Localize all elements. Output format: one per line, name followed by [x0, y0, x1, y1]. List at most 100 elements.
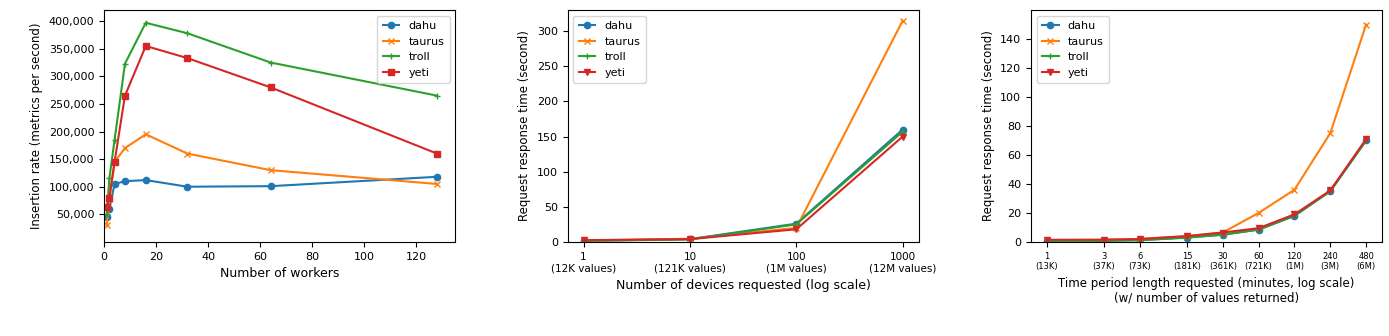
- troll: [895, 130, 911, 134]
- taurus: [138, 132, 154, 136]
- taurus: [895, 18, 911, 23]
- Legend: dahu, taurus, troll, yeti: dahu, taurus, troll, yeti: [378, 16, 450, 83]
- troll: [1096, 239, 1113, 243]
- taurus: [117, 146, 133, 150]
- yeti: [1358, 137, 1375, 141]
- Line: dahu: dahu: [581, 126, 906, 244]
- troll: [788, 222, 804, 226]
- Line: troll: troll: [104, 19, 440, 217]
- taurus: [1131, 237, 1147, 241]
- troll: [1179, 236, 1196, 240]
- troll: [682, 238, 699, 242]
- Legend: dahu, taurus, troll, yeti: dahu, taurus, troll, yeti: [1036, 16, 1108, 83]
- taurus: [101, 197, 118, 201]
- yeti: [99, 205, 115, 209]
- troll: [106, 138, 122, 142]
- Line: dahu: dahu: [1043, 137, 1370, 244]
- troll: [99, 212, 115, 216]
- yeti: [429, 152, 446, 156]
- dahu: [682, 237, 699, 241]
- yeti: [106, 160, 122, 164]
- taurus: [1039, 238, 1056, 242]
- dahu: [99, 215, 115, 219]
- yeti: [1131, 237, 1147, 241]
- taurus: [429, 182, 446, 186]
- taurus: [179, 152, 196, 156]
- Line: taurus: taurus: [1043, 22, 1370, 243]
- dahu: [1039, 239, 1056, 243]
- taurus: [1322, 131, 1339, 135]
- Y-axis label: Insertion rate (metrics per second): Insertion rate (metrics per second): [31, 23, 43, 229]
- yeti: [1179, 234, 1196, 238]
- dahu: [1286, 214, 1303, 218]
- dahu: [1250, 227, 1267, 232]
- taurus: [1358, 23, 1375, 27]
- taurus: [1250, 211, 1267, 215]
- X-axis label: Number of devices requested (log scale): Number of devices requested (log scale): [615, 279, 871, 292]
- troll: [1358, 138, 1375, 142]
- troll: [263, 60, 279, 65]
- dahu: [575, 239, 592, 243]
- troll: [1286, 214, 1303, 218]
- troll: [575, 239, 592, 243]
- taurus: [106, 160, 122, 164]
- yeti: [1096, 238, 1113, 242]
- taurus: [575, 239, 592, 243]
- taurus: [788, 226, 804, 230]
- dahu: [117, 179, 133, 183]
- yeti: [1039, 238, 1056, 242]
- Line: yeti: yeti: [581, 133, 906, 243]
- Y-axis label: Request response time (second): Request response time (second): [982, 31, 995, 221]
- taurus: [99, 223, 115, 227]
- troll: [179, 31, 196, 35]
- troll: [1131, 238, 1147, 242]
- troll: [1214, 233, 1231, 237]
- yeti: [788, 227, 804, 231]
- yeti: [1286, 212, 1303, 216]
- troll: [117, 61, 133, 66]
- troll: [138, 21, 154, 25]
- yeti: [682, 237, 699, 241]
- Line: troll: troll: [581, 128, 906, 244]
- taurus: [1096, 238, 1113, 242]
- dahu: [101, 207, 118, 211]
- troll: [429, 94, 446, 98]
- Line: troll: troll: [1043, 137, 1370, 244]
- dahu: [1214, 233, 1231, 237]
- dahu: [429, 175, 446, 179]
- yeti: [895, 134, 911, 138]
- dahu: [1131, 238, 1147, 242]
- dahu: [263, 184, 279, 188]
- dahu: [1322, 189, 1339, 193]
- taurus: [1286, 188, 1303, 192]
- yeti: [1214, 230, 1231, 235]
- Line: yeti: yeti: [104, 43, 440, 210]
- Line: yeti: yeti: [1043, 136, 1370, 243]
- Line: taurus: taurus: [104, 131, 440, 228]
- taurus: [1214, 230, 1231, 235]
- troll: [101, 176, 118, 180]
- yeti: [138, 44, 154, 48]
- dahu: [179, 185, 196, 189]
- X-axis label: Number of workers: Number of workers: [219, 267, 339, 280]
- Legend: dahu, taurus, troll, yeti: dahu, taurus, troll, yeti: [574, 16, 646, 83]
- dahu: [788, 222, 804, 226]
- dahu: [1096, 239, 1113, 243]
- yeti: [179, 56, 196, 60]
- Line: taurus: taurus: [581, 17, 906, 244]
- taurus: [263, 168, 279, 172]
- dahu: [138, 178, 154, 182]
- troll: [1039, 239, 1056, 243]
- yeti: [117, 94, 133, 98]
- yeti: [1250, 226, 1267, 230]
- yeti: [101, 196, 118, 200]
- troll: [1250, 227, 1267, 232]
- taurus: [1179, 234, 1196, 238]
- dahu: [106, 182, 122, 186]
- dahu: [1358, 138, 1375, 142]
- Y-axis label: Request response time (second): Request response time (second): [518, 31, 531, 221]
- taurus: [682, 237, 699, 241]
- dahu: [1179, 236, 1196, 240]
- yeti: [575, 238, 592, 242]
- dahu: [895, 127, 911, 131]
